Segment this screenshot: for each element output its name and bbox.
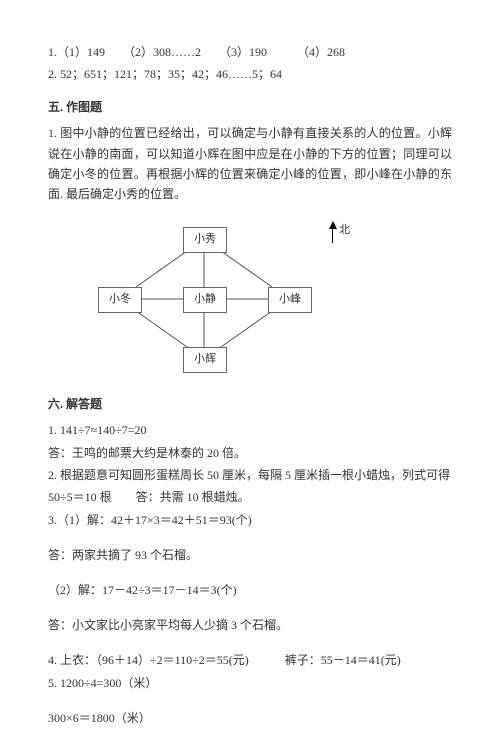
node-xiu: 小秀 bbox=[183, 227, 227, 253]
answer-line: 3.（1）解：42＋17×3＝42＋51＝93(个) bbox=[48, 510, 452, 530]
answer-line bbox=[48, 567, 452, 578]
arrow-stem bbox=[332, 229, 333, 243]
answer-line: 2. 根据题意可知圆形蛋糕周长 50 厘米，每隔 5 厘米插一根小蜡烛，列式可得 bbox=[48, 465, 452, 485]
position-diagram: 小秀 小冬 小静 小峰 小辉 北 bbox=[88, 217, 348, 382]
section-5-para: 1. 图中小静的位置已经给出，可以确定与小静有直接关系的人的位置。小辉说在小静的… bbox=[48, 123, 452, 205]
north-arrow: 北 bbox=[327, 221, 338, 262]
answers-line-1: 1.（1）149 （2）308……2 （3）190 （4）268 bbox=[48, 42, 452, 62]
node-feng: 小峰 bbox=[268, 287, 312, 313]
answers-line-2: 2. 52；651；121；78；35；42；46……5；64 bbox=[48, 64, 452, 84]
answer-line: 答：两家共摘了 93 个石榴。 bbox=[48, 545, 452, 565]
answer-line: 答：小文家比小亮家平均每人少摘 3 个石榴。 bbox=[48, 615, 452, 635]
section-6-body: 1. 141÷7≈140÷7=20 答：王鸣的邮票大约是林泰的 20 倍。2. 根… bbox=[48, 420, 452, 728]
answer-line: （2）解：17－42÷3＝17－14＝3(个) bbox=[48, 580, 452, 600]
answer-line: 4. 上衣：（96＋14）÷2＝110÷2＝55(元) 裤子：55－14＝41(… bbox=[48, 650, 452, 670]
answer-line bbox=[48, 532, 452, 543]
answer-line: 50÷5＝10 根 答：共需 10 根蜡烛。 bbox=[48, 487, 452, 507]
node-jing: 小静 bbox=[183, 287, 227, 313]
page-root: 1.（1）149 （2）308……2 （3）190 （4）268 2. 52；6… bbox=[0, 0, 500, 750]
answer-line bbox=[48, 638, 452, 649]
answer-line: 答：王鸣的邮票大约是林泰的 20 倍。 bbox=[48, 443, 452, 463]
node-dong: 小冬 bbox=[98, 287, 142, 313]
answer-line: 5. 1200÷4=300（米） bbox=[48, 673, 452, 693]
answer-line bbox=[48, 695, 452, 706]
answer-line bbox=[48, 602, 452, 613]
answer-line: 300×6＝1800（米） bbox=[48, 708, 452, 728]
node-hui: 小辉 bbox=[183, 347, 227, 373]
north-label: 北 bbox=[339, 221, 350, 240]
section-6-heading: 六. 解答题 bbox=[48, 394, 452, 414]
arrow-up-icon bbox=[329, 221, 337, 229]
answer-line: 1. 141÷7≈140÷7=20 bbox=[48, 420, 452, 440]
section-5-heading: 五. 作图题 bbox=[48, 97, 452, 117]
